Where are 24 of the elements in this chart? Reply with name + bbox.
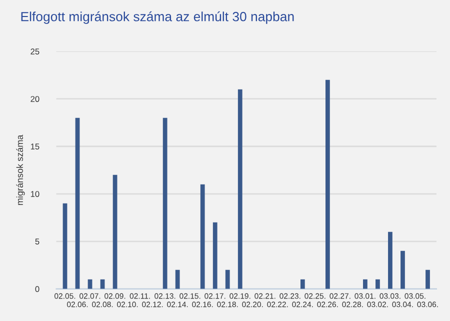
bar [238,89,242,289]
bar [225,270,230,289]
bar [212,222,218,289]
bar [426,270,430,289]
y-tick-label: 5 [35,238,40,244]
bar [376,279,380,289]
y-tick-label: 15 [30,144,40,150]
bar [325,80,330,289]
bar [363,279,368,289]
y-tick-label: 25 [30,48,40,54]
bar [112,174,118,289]
bar [388,232,392,289]
y-axis-title: migránsok száma [16,134,25,205]
bar [400,250,405,289]
y-tick-label: 0 [35,286,40,292]
bar [200,184,205,289]
y-tick-label: 10 [30,191,40,197]
bar [175,270,180,289]
bar [75,118,80,289]
chart-title: Elfogott migránsok száma az elmúlt 30 napban [21,11,294,24]
bar [300,279,305,289]
bar [162,118,168,289]
y-tick-label: 20 [30,96,40,102]
bar [62,203,68,289]
